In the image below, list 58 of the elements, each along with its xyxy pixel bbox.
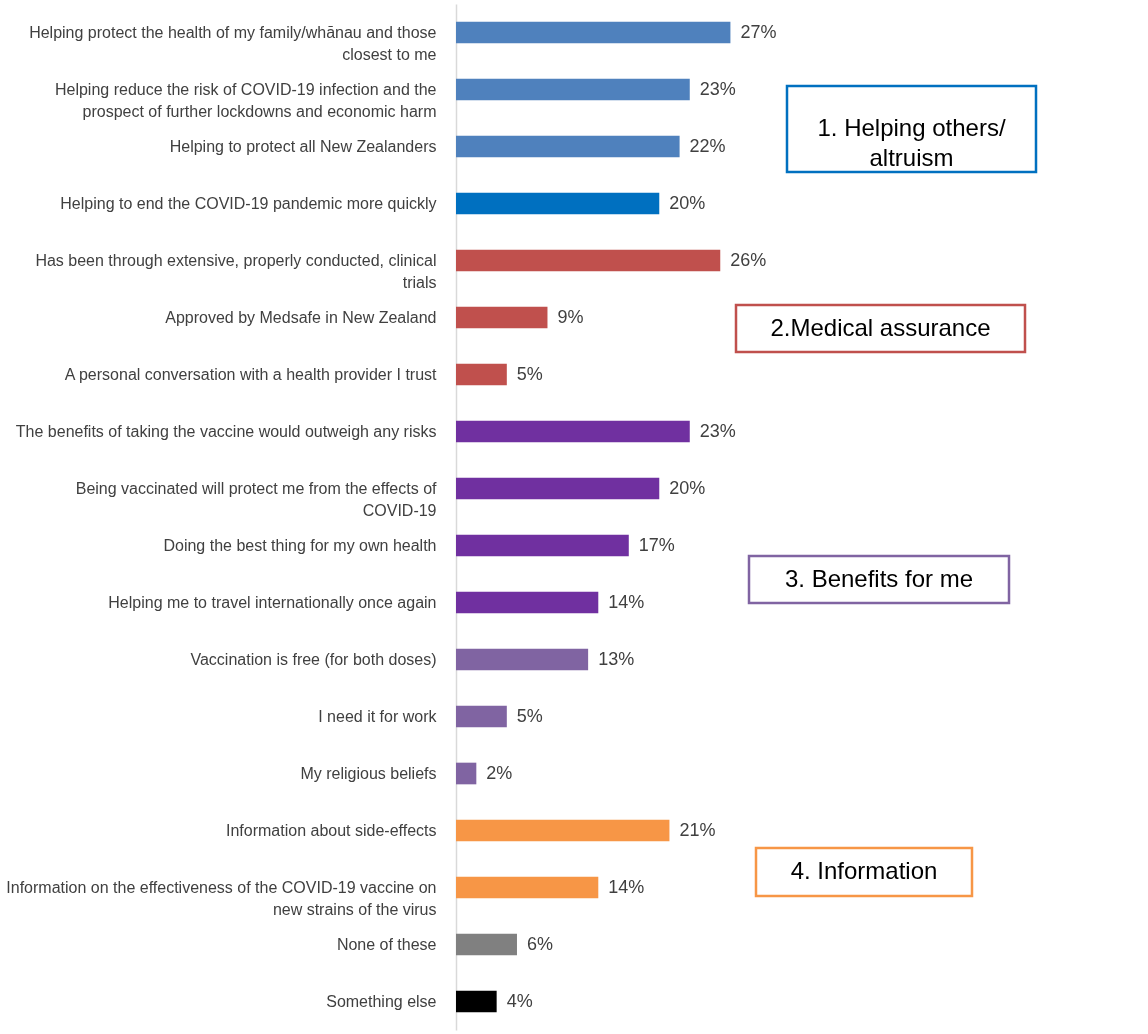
y-tick-label: Helping to protect all New Zealanders — [169, 137, 437, 155]
data-label: 27% — [740, 21, 777, 42]
bar — [456, 876, 599, 899]
data-label: 5% — [516, 363, 543, 384]
y-tick-label: Something else — [326, 992, 437, 1010]
bar — [456, 648, 589, 671]
text: 4. Information — [790, 857, 938, 884]
y-tick-label: Helping reduce the risk of COVID-19 infection and the prospect of further lockdowns and economic harm — [54, 80, 437, 120]
bar — [456, 933, 517, 956]
data-label: 22% — [689, 135, 726, 156]
bar — [456, 306, 548, 329]
data-label: 5% — [516, 705, 543, 726]
y-tick-label: The benefits of taking the vaccine would outweigh any risks — [15, 422, 437, 440]
bar — [456, 477, 660, 500]
bar — [456, 534, 629, 557]
y-tick-label: None of these — [336, 935, 437, 953]
y-tick-label: My religious beliefs — [300, 764, 437, 782]
y-tick-label: Information about side-effects — [226, 821, 437, 839]
bar — [456, 990, 497, 1013]
y-tick-label: Approved by Medsafe in New Zealand — [165, 308, 437, 326]
text: 3. Benefits for me — [784, 564, 974, 592]
data-label: 14% — [608, 876, 645, 897]
bar — [456, 78, 690, 101]
data-label: 4% — [506, 990, 533, 1011]
bar — [456, 762, 477, 785]
y-tick-label: A personal conversation with a health provider I trust — [64, 365, 438, 383]
data-label: 20% — [669, 477, 706, 498]
data-label: 20% — [669, 192, 706, 213]
data-label: 26% — [730, 249, 767, 270]
bar — [456, 249, 721, 272]
data-label: 9% — [557, 306, 584, 327]
text: 2.Medical assurance — [770, 313, 991, 341]
bar — [456, 21, 731, 44]
bar — [456, 591, 599, 614]
y-tick-label: Helping protect the health of my family/whānau and those closest to me — [29, 23, 437, 63]
y-tick-label: Being vaccinated will protect me from the effects of COVID-19 — [75, 479, 438, 519]
data-label: 13% — [598, 648, 635, 669]
bar — [456, 819, 670, 842]
data-label: 17% — [638, 534, 675, 555]
y-tick-label: Doing the best thing for my own health — [163, 536, 437, 554]
text: 1. Helping others/ altruism — [817, 114, 1006, 171]
bar — [456, 705, 507, 728]
y-tick-label: Vaccination is free (for both doses) — [190, 650, 437, 668]
data-label: 23% — [699, 78, 736, 99]
data-label: 2% — [486, 762, 513, 783]
data-label: 14% — [608, 591, 645, 612]
y-tick-label: Information on the effectiveness of the COVID-19 vaccine on new strains of the virus — [6, 878, 437, 918]
data-label: 21% — [679, 819, 716, 840]
bar — [456, 363, 507, 386]
y-tick-label: Helping me to travel internationally once again — [108, 593, 437, 611]
data-label: 6% — [526, 933, 553, 954]
y-tick-label: Has been through extensive, properly conducted, clinical trials — [35, 251, 437, 291]
bar — [456, 420, 690, 443]
y-tick-label: Helping to end the COVID-19 pandemic more quickly — [60, 194, 437, 212]
bar — [456, 192, 660, 215]
data-label: 23% — [699, 420, 736, 441]
bar — [456, 135, 680, 158]
y-tick-label: I need it for work — [318, 707, 438, 725]
